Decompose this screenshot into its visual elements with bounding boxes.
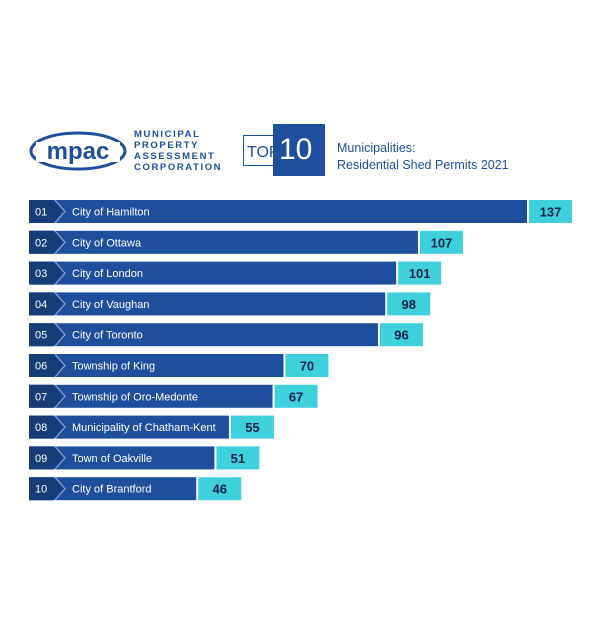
bar — [29, 261, 397, 285]
chevron-icon — [54, 199, 66, 224]
bar — [29, 323, 378, 347]
org-line-2: PROPERTY — [134, 140, 200, 151]
rank-box — [29, 446, 63, 470]
bar-row: 09 Town of Oakville 51 — [29, 446, 260, 470]
rank-label: 03 — [35, 268, 47, 280]
bar — [29, 477, 197, 501]
category-label: Town of Oakville — [72, 453, 152, 465]
chart-title: Municipalities: Residential Shed Permits… — [337, 140, 509, 174]
bar — [29, 200, 527, 223]
top-10-badge: TOP 10 — [243, 124, 325, 176]
subtitle-line-1: Municipalities: — [337, 141, 416, 155]
bar-row: 06 Township of King 70 — [29, 353, 329, 378]
subtitle-line-2: Residential Shed Permits 2021 — [337, 158, 509, 172]
bar — [29, 446, 215, 470]
value-label: 55 — [245, 420, 259, 435]
category-label: City of Toronto — [72, 330, 143, 342]
bar — [29, 354, 284, 377]
chevron-icon — [54, 292, 66, 316]
bar-row: 02 City of Ottawa 107 — [29, 230, 463, 255]
organization-name: MUNICIPAL PROPERTY ASSESSMENT CORPORATIO… — [134, 129, 222, 173]
chevron-icon — [54, 415, 66, 439]
bar-row: 07 Township of Oro-Medonte 67 — [29, 384, 318, 409]
value-label: 107 — [431, 235, 453, 250]
bar-row: 05 City of Toronto 96 — [29, 322, 423, 347]
top-badge-box — [273, 124, 325, 176]
org-line-3: ASSESSMENT — [134, 151, 216, 162]
value-box — [398, 261, 442, 285]
value-box — [274, 384, 318, 408]
value-label: 137 — [540, 205, 562, 220]
rank-label: 04 — [35, 299, 47, 311]
rank-box — [29, 415, 63, 439]
value-label: 70 — [300, 359, 314, 374]
chevron-icon — [54, 261, 66, 285]
top-word: TOP — [247, 144, 280, 161]
value-label: 101 — [409, 266, 431, 281]
rank-box — [29, 261, 63, 285]
rank-label: 09 — [35, 453, 47, 465]
rank-label: 05 — [35, 330, 47, 342]
rank-box — [29, 230, 63, 254]
top-badge-outline — [243, 135, 274, 166]
category-label: City of Vaughan — [72, 299, 149, 311]
value-label: 98 — [401, 297, 415, 312]
category-label: Township of Oro-Medonte — [72, 391, 198, 403]
rank-box — [29, 292, 63, 316]
chevron-icon — [54, 230, 66, 255]
category-label: Municipality of Chatham-Kent — [72, 422, 216, 434]
rank-box — [29, 323, 63, 347]
rank-label: 07 — [35, 391, 47, 403]
rank-label: 10 — [35, 484, 47, 496]
rank-label: 06 — [35, 361, 47, 373]
bar-row: 08 Municipality of Chatham-Kent 55 — [29, 415, 274, 439]
rank-label: 02 — [35, 237, 47, 249]
header: mpac MUNICIPAL PROPERTY ASSESSMENT CORPO… — [0, 0, 600, 190]
category-label: City of Hamilton — [72, 207, 150, 219]
rank-box — [29, 200, 63, 223]
bar-row: 03 City of London 101 — [29, 261, 442, 285]
chevron-icon — [54, 476, 66, 501]
value-label: 67 — [289, 389, 303, 404]
bar-row: 01 City of Hamilton 137 — [29, 199, 572, 224]
value-box — [230, 415, 274, 439]
logo-wordmark: mpac — [47, 138, 110, 165]
bar — [29, 415, 229, 439]
rank-box — [29, 354, 63, 377]
value-box — [529, 200, 572, 223]
value-box — [285, 354, 329, 377]
value-box — [387, 292, 431, 316]
bar-row: 04 City of Vaughan 98 — [29, 292, 431, 316]
rank-label: 01 — [35, 207, 47, 219]
category-label: City of London — [72, 268, 143, 280]
rank-label: 08 — [35, 422, 47, 434]
category-label: Township of King — [72, 361, 155, 373]
value-label: 46 — [212, 482, 226, 497]
value-box — [419, 230, 463, 254]
mpac-logo-icon: mpac — [29, 131, 127, 171]
top-number: 10 — [279, 133, 313, 166]
chevron-icon — [54, 353, 66, 378]
value-label: 51 — [231, 451, 245, 466]
bar — [29, 230, 418, 254]
org-line-1: MUNICIPAL — [134, 129, 201, 140]
value-label: 96 — [394, 328, 408, 343]
chevron-icon — [54, 446, 66, 470]
rank-box — [29, 477, 63, 501]
value-box — [216, 446, 260, 470]
bar-row: 10 City of Brantford 46 — [29, 476, 242, 501]
bar — [29, 384, 273, 408]
bar — [29, 292, 386, 316]
category-label: City of Brantford — [72, 484, 151, 496]
org-line-4: CORPORATION — [134, 162, 223, 173]
category-label: City of Ottawa — [72, 237, 142, 249]
chevron-icon — [54, 322, 66, 347]
rank-box — [29, 384, 63, 408]
chevron-icon — [54, 384, 66, 409]
value-box — [198, 477, 242, 501]
value-box — [379, 323, 423, 347]
